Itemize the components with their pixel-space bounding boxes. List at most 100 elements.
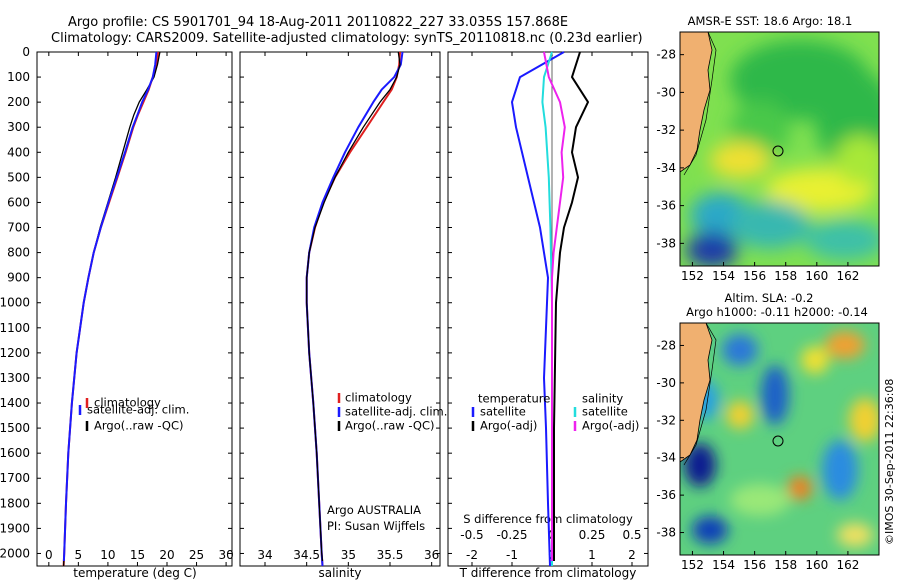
legend-label-argo: Argo(..raw -QC) <box>345 419 435 433</box>
lon-tick-label: 154 <box>712 558 735 572</box>
salinity-panel-frame <box>239 51 441 567</box>
sla-patch <box>722 334 758 366</box>
depth-tick-label: 1700 <box>0 471 30 485</box>
sla-patch <box>761 365 789 425</box>
sst-map-frame <box>679 31 880 267</box>
lat-tick-label: -30 <box>656 85 676 99</box>
depth-tick-label: 1400 <box>0 396 30 410</box>
salinity-series <box>305 51 404 567</box>
temperature-tick-label: 30 <box>218 548 233 562</box>
salinity-tick-label: 34.5 <box>293 548 320 562</box>
lon-tick-label: 152 <box>681 558 704 572</box>
series-line-climatology <box>62 51 160 567</box>
series-line-argo-raw-qc- <box>306 51 401 562</box>
argo-position-marker <box>772 145 784 157</box>
lon-tick-label: 162 <box>836 269 859 283</box>
sla-patch <box>730 484 790 516</box>
depth-tick-label: 1900 <box>0 521 30 535</box>
difference-panel-frame <box>447 51 649 567</box>
legend-label-climatology: climatology <box>94 396 161 410</box>
depth-tick-label: 1800 <box>0 496 30 510</box>
sla-patch <box>822 440 858 500</box>
lon-tick-label: 156 <box>743 558 766 572</box>
s-difference-tick-label: 0.25 <box>579 528 606 542</box>
s-difference-tick-label: -0.5 <box>460 528 483 542</box>
lat-tick-label: -36 <box>656 199 676 213</box>
sla-patch <box>788 476 812 500</box>
depth-tick-label: 600 <box>7 195 30 209</box>
series-line-satellite-adj-clim- <box>62 51 161 567</box>
depth-tick-label: 100 <box>7 70 30 84</box>
series-line-satellite-adj-clim- <box>305 51 404 567</box>
coastline-land <box>680 32 713 173</box>
lon-tick-label: 158 <box>774 269 797 283</box>
temperature-tick-label: 15 <box>130 548 145 562</box>
argo-position-marker <box>772 435 784 447</box>
sla-patch <box>726 401 754 429</box>
lon-tick-label: 152 <box>681 269 704 283</box>
sla-map-title: Altim. SLA: -0.2 <box>725 291 814 305</box>
legend-label-climatology: climatology <box>345 391 412 405</box>
temperature-panel-frame <box>36 51 233 567</box>
shelf-contour <box>683 323 717 466</box>
sla-patch <box>684 443 716 487</box>
depth-tick-label: 0 <box>22 45 30 59</box>
temperature-series <box>62 51 161 567</box>
imos-credit: ©IMOS 30-Sep-2011 22:36:08 <box>883 379 896 545</box>
sst-map-lon-axis: 152 154 156 158 160 162 <box>681 262 859 283</box>
lon-tick-label: 160 <box>805 558 828 572</box>
temperature-tick-label: 5 <box>75 548 83 562</box>
depth-tick-label: 2000 <box>0 546 30 560</box>
t-difference-label: T difference from climatology <box>459 566 637 580</box>
sst-field <box>686 40 879 266</box>
depth-tick-label: 1200 <box>0 346 30 360</box>
sla-map-lat-axis: -28 -30 -32 -34 -36 -38 <box>656 338 684 540</box>
sla-patch <box>825 331 865 359</box>
depth-tick-label: 900 <box>7 271 30 285</box>
s-difference-tick-label: -0.25 <box>496 528 527 542</box>
header-line2: Climatology: CARS2009. Satellite-adjuste… <box>51 31 643 46</box>
temperature-tick-label: 10 <box>100 548 115 562</box>
depth-tick-label: 200 <box>7 95 30 109</box>
lon-tick-label: 156 <box>743 269 766 283</box>
salinity-xlabel: salinity <box>318 566 361 580</box>
depth-tick-label: 1000 <box>0 296 30 310</box>
salinity-tick-label: 35 <box>341 548 356 562</box>
t-difference-tick-label: -2 <box>466 548 478 562</box>
difference-legend: temperature satellite Argo(-adj) salinit… <box>471 392 639 433</box>
coastline-land <box>680 323 713 463</box>
temperature-tick-label: 25 <box>189 548 204 562</box>
lon-tick-label: 154 <box>712 269 735 283</box>
difference-x-axis: -2 -1 0 1 2 <box>466 52 636 566</box>
lon-tick-label: 160 <box>805 269 828 283</box>
lat-tick-label: -32 <box>656 413 676 427</box>
legend-label-argo: Argo(..raw -QC) <box>94 419 184 433</box>
depth-tick-label: 1100 <box>0 321 30 335</box>
sst-map-title: AMSR-E SST: 18.6 Argo: 18.1 <box>688 14 853 28</box>
sst-map <box>680 32 879 266</box>
lon-tick-label: 162 <box>836 558 859 572</box>
salinity-tick-label: 36 <box>424 548 439 562</box>
program-note: Argo AUSTRALIA <box>327 503 421 517</box>
salinity-legend: climatology satellite-adj. clim. Argo(..… <box>337 391 447 433</box>
legend-title-temperature: temperature <box>478 392 550 406</box>
depth-tick-label: 500 <box>7 170 30 184</box>
s-difference-tick-label: 0.5 <box>622 528 641 542</box>
sst-patch <box>710 142 770 178</box>
sst-patch <box>686 232 738 266</box>
salinity-difference-axis: -0.5 -0.25 0 0.25 0.5 <box>460 528 641 542</box>
shelf-contour <box>683 32 717 176</box>
sla-patch <box>837 523 873 547</box>
lat-tick-label: -34 <box>656 451 676 465</box>
sst-patch <box>835 135 879 185</box>
sla-patch <box>801 346 829 374</box>
legend-label-satellite: satellite-adj. clim. <box>87 403 189 417</box>
pi-note: PI: Susan Wijffels <box>327 519 425 533</box>
lat-tick-label: -38 <box>656 526 676 540</box>
t-difference-tick-label: -1 <box>506 548 518 562</box>
salinity-x-axis: 34 34.5 35 35.5 36 <box>257 52 439 566</box>
legend-label-temp-satellite: satellite <box>480 405 526 419</box>
series-line-climatology <box>305 51 401 567</box>
